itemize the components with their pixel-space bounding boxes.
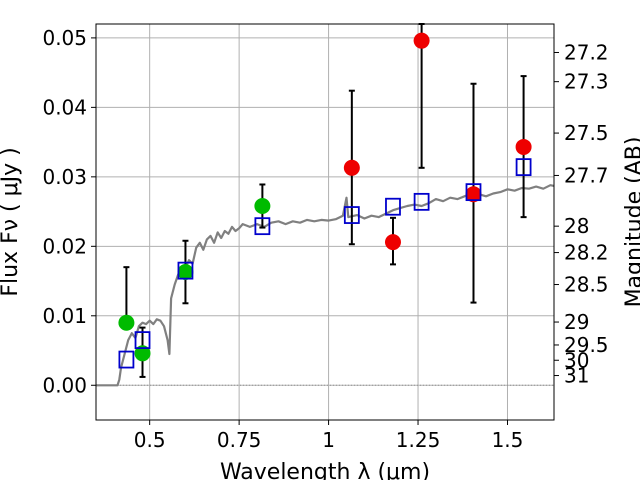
y-tick-label: 0.00 [42,373,87,397]
model-square [413,192,430,211]
observed-points [118,32,532,362]
observed-point [177,264,194,281]
sed-line [96,184,555,387]
model-square [134,331,151,350]
mag-tick-label: 28 [564,214,589,238]
x-tick-label: 0.75 [217,428,262,452]
mag-tick-label: 28.2 [564,241,609,265]
model-square [515,158,532,177]
x-tick-label: 1.5 [492,428,524,452]
model-sed-line [96,184,555,387]
model-square [254,217,271,236]
x-axis-ticks: 0.5 0.75 1 1.25 1.5 [134,420,524,452]
mag-tick-label: 31 [564,364,589,388]
y-tick-label: 0.03 [42,165,87,189]
mag-tick-label: 29 [564,310,589,334]
observed-point [384,234,401,251]
x-axis-label: Wavelength λ (μm) [220,460,430,480]
observed-point [343,159,360,176]
model-square [177,261,194,280]
mag-tick-label: 30 [564,348,589,372]
y-axis-ticks: 0.00 0.01 0.02 0.03 0.04 0.05 [42,26,96,397]
observed-point [134,345,151,362]
mag-tick-label: 27.7 [564,163,609,187]
mag-tick-label: 27.2 [564,40,609,64]
observed-point [118,314,135,331]
model-photometry-squares [118,158,532,369]
model-square [465,183,482,202]
plot-frame [95,23,555,421]
observed-point [254,198,271,215]
y-tick-label: 0.02 [42,234,87,258]
right-axis-label: Magnitude (AB) [622,137,640,308]
model-square [343,206,360,224]
mag-tick-label: 27.3 [564,70,609,94]
model-square [385,197,401,216]
x-tick-label: 1.25 [396,428,441,452]
observed-point [515,138,532,155]
model-square [118,350,135,369]
x-tick-label: 1 [322,428,335,452]
mag-tick-label: 29.5 [564,333,609,357]
y-tick-label: 0.05 [42,26,87,50]
plot-area [96,24,554,420]
y-axis-label: Flux Fν ( μJy ) [0,147,23,296]
mag-tick-label: 28.5 [564,273,609,297]
mag-tick-label: 27.5 [564,121,609,145]
y-tick-label: 0.04 [42,95,87,119]
observed-point [413,32,430,49]
x-tick-label: 0.5 [134,428,166,452]
observed-point [465,186,482,203]
y-tick-label: 0.01 [42,304,87,328]
